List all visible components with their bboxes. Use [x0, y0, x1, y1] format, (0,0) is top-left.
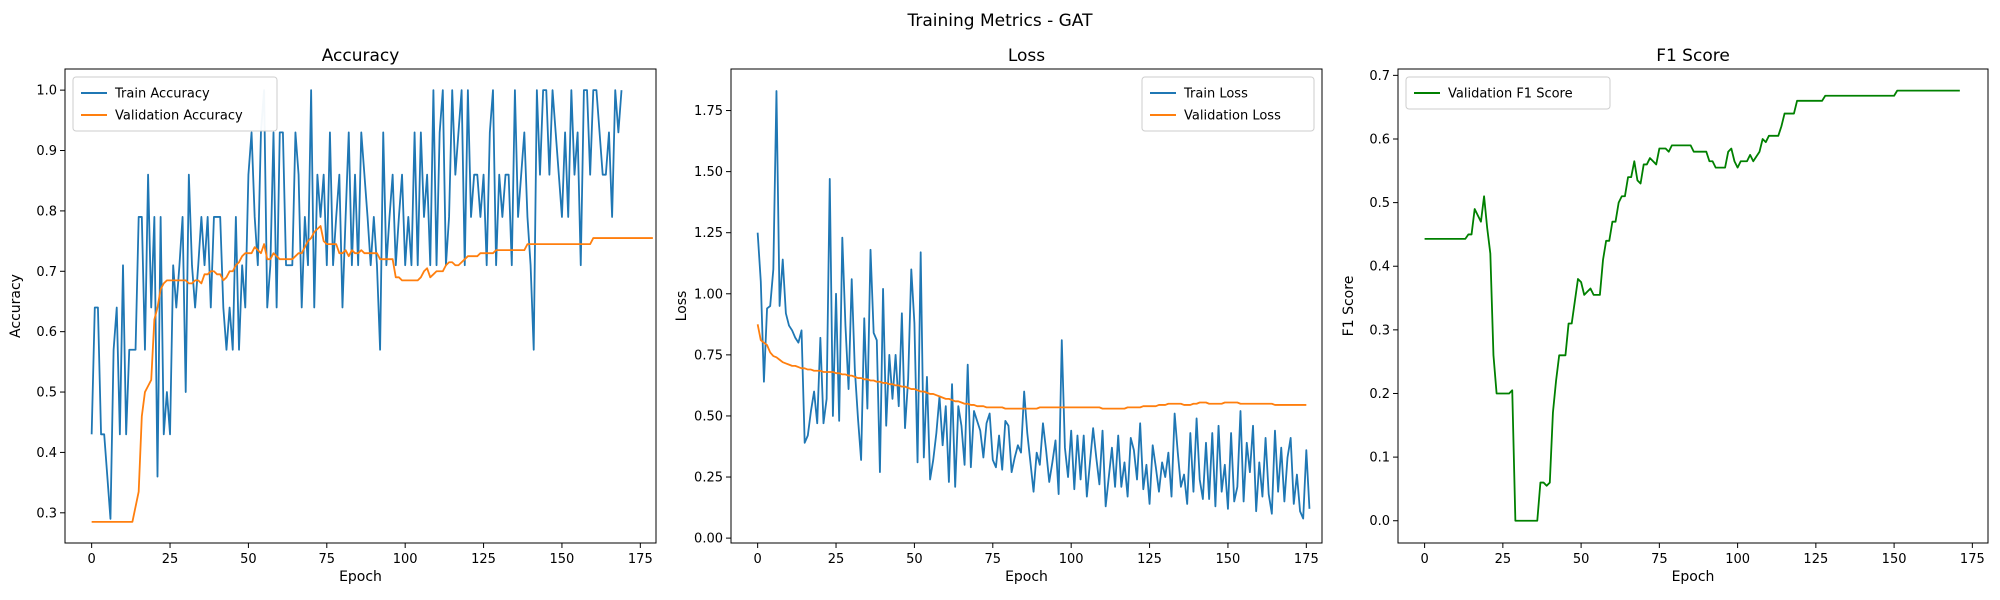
x-tick-label: 175 [1960, 552, 1985, 567]
y-tick-label: 0.5 [1369, 196, 1390, 211]
x-tick-label: 150 [1216, 552, 1241, 567]
series-line-train-loss [756, 90, 1311, 520]
legend-box [1141, 76, 1315, 132]
series-line-validation-loss [756, 324, 1307, 410]
loss-x-axis-label: Epoch [1005, 569, 1048, 585]
f1-score-legend: Validation F1 Score [1405, 76, 1611, 110]
f1-score-axes-frame [1397, 68, 1989, 544]
x-tick-label: 0 [88, 552, 96, 567]
y-tick-label: 1.25 [694, 226, 723, 241]
y-tick-label: 0.7 [36, 265, 57, 280]
legend-label-train-accuracy: Train Accuracy [114, 87, 210, 102]
y-tick-label: 1.00 [694, 287, 723, 302]
f1-score-y-axis-label: F1 Score [1341, 276, 1357, 337]
x-tick-label: 25 [162, 552, 179, 567]
y-tick-label: 0.0 [1369, 514, 1390, 529]
y-tick-label: 0.3 [1369, 323, 1390, 338]
x-tick-label: 50 [906, 552, 923, 567]
x-tick-label: 125 [1803, 552, 1828, 567]
y-tick-label: 0.7 [1369, 69, 1390, 84]
series-line-validation-accuracy [91, 225, 653, 523]
x-tick-label: 0 [1420, 552, 1428, 567]
series-line-train-accuracy [90, 89, 623, 520]
loss-y-axis-label: Loss [674, 291, 690, 322]
x-tick-label: 25 [1495, 552, 1512, 567]
loss-axes-frame [730, 68, 1323, 544]
x-tick-label: 75 [319, 552, 336, 567]
f1-score-title: F1 Score [1656, 46, 1730, 66]
accuracy-legend: Train Accuracy Validation Accuracy [72, 76, 278, 132]
legend-label-validation-loss: Validation Loss [1184, 109, 1281, 124]
y-tick-label: 1.75 [694, 104, 723, 119]
x-tick-label: 75 [1651, 552, 1668, 567]
x-tick-label: 50 [240, 552, 257, 567]
accuracy-plot: 0 25 50 75 100 125 150 175 0.3 0.4 0.5 0.6 0.7 0.8 0.9… [8, 46, 657, 585]
y-tick-label: 0.3 [36, 506, 57, 521]
x-tick-label: 25 [828, 552, 845, 567]
y-tick-label: 0.75 [694, 348, 723, 363]
accuracy-axes-frame [64, 68, 657, 544]
y-tick-label: 0.1 [1369, 451, 1390, 466]
y-tick-label: 0.6 [1369, 132, 1390, 147]
y-tick-label: 0.50 [694, 409, 723, 424]
y-tick-label: 0.4 [36, 446, 57, 461]
legend-label-validation-accuracy: Validation Accuracy [115, 109, 243, 124]
y-tick-label: 0.8 [36, 204, 57, 219]
y-tick-label: 1.50 [694, 165, 723, 180]
y-tick-label: 0.5 [36, 386, 57, 401]
accuracy-x-axis-label: Epoch [339, 569, 382, 585]
y-tick-label: 0.9 [36, 144, 57, 159]
y-tick-label: 0.25 [694, 471, 723, 486]
y-tick-label: 0.6 [36, 325, 57, 340]
legend-box [1405, 76, 1611, 110]
y-tick-label: 0.2 [1369, 387, 1390, 402]
x-tick-label: 175 [628, 552, 653, 567]
f1-score-plot: 0 25 50 75 100 125 150 175 0.0 0.1 0.2 0.3 0.4 0.5 0.6… [1341, 46, 1989, 585]
accuracy-title: Accuracy [322, 46, 400, 66]
x-tick-label: 175 [1294, 552, 1319, 567]
series-line-validation-f1-score [1424, 89, 1960, 522]
f1-score-x-axis-label: Epoch [1672, 569, 1715, 585]
y-tick-label: 1.0 [36, 84, 57, 99]
x-tick-label: 125 [471, 552, 496, 567]
legend-box [72, 76, 278, 132]
x-tick-label: 100 [1725, 552, 1750, 567]
x-tick-label: 0 [754, 552, 762, 567]
x-tick-label: 75 [985, 552, 1002, 567]
loss-title: Loss [1008, 46, 1045, 66]
legend-label-train-loss: Train Loss [1183, 87, 1248, 102]
x-tick-label: 150 [550, 552, 575, 567]
legend-label-validation-f1-score: Validation F1 Score [1448, 87, 1573, 102]
x-tick-label: 100 [393, 552, 418, 567]
x-tick-label: 125 [1137, 552, 1162, 567]
y-tick-label: 0.4 [1369, 260, 1390, 275]
x-tick-label: 100 [1059, 552, 1084, 567]
figure-title: Training Metrics - GAT [907, 11, 1094, 31]
accuracy-y-axis-label: Accuracy [8, 274, 24, 338]
loss-legend: Train Loss Validation Loss [1141, 76, 1315, 132]
loss-plot: 0 25 50 75 100 125 150 175 0.00 0.25 0.50 0.75 1.00 1… [674, 46, 1323, 585]
y-tick-label: 0.00 [694, 532, 723, 547]
x-tick-label: 50 [1573, 552, 1590, 567]
x-tick-label: 150 [1882, 552, 1907, 567]
